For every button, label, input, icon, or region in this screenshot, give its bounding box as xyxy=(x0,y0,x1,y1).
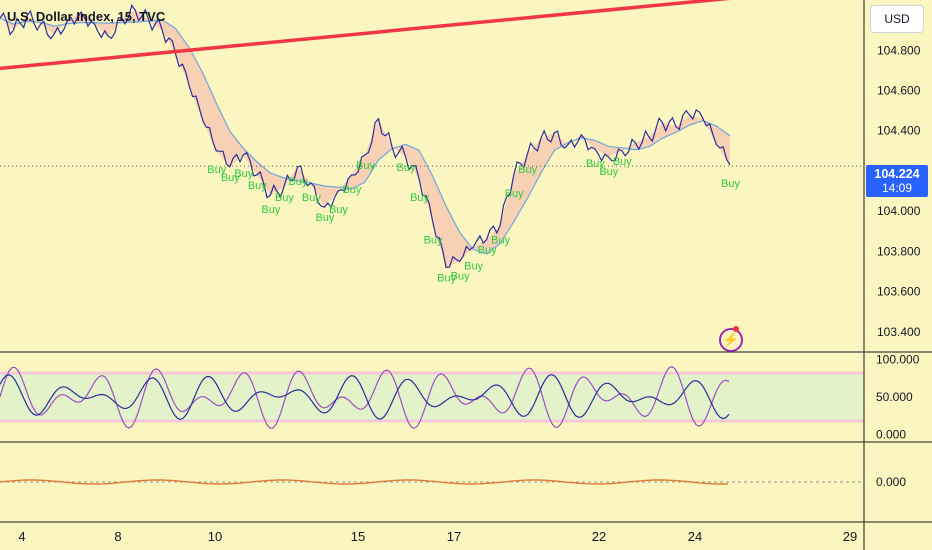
price-axis-tick: 104.000 xyxy=(877,204,921,218)
bar-countdown: 14:09 xyxy=(881,181,913,195)
buy-signal-label: Buy xyxy=(613,156,632,168)
buy-signal-label: Buy xyxy=(599,166,618,178)
buy-signal-label: Buy xyxy=(397,162,416,174)
macd-line xyxy=(0,479,729,485)
trendline xyxy=(0,0,731,71)
macd-axis-tick: 0.000 xyxy=(876,475,906,489)
buy-signal-label: Buy xyxy=(505,188,524,200)
currency-scale-button[interactable]: USD xyxy=(870,5,924,33)
buy-signal-label: Buy xyxy=(329,204,348,216)
oversold-band xyxy=(0,419,864,423)
price-axis-tick: 104.800 xyxy=(877,43,921,57)
time-axis-tick: 29 xyxy=(843,529,857,544)
price-axis-tick: 103.400 xyxy=(877,325,921,339)
time-axis-tick: 8 xyxy=(114,529,121,544)
price-axis-tick: 103.600 xyxy=(877,285,921,299)
overbought-band xyxy=(0,371,864,375)
buy-signal-label: Buy xyxy=(478,244,497,256)
oscillator-pane xyxy=(0,365,864,429)
buy-signal-label: Buy xyxy=(451,270,470,282)
price-axis-tick: 104.600 xyxy=(877,84,921,98)
last-price-value: 104.224 xyxy=(874,167,920,181)
price-line xyxy=(0,4,731,269)
time-axis-tick: 15 xyxy=(351,529,365,544)
buy-signal-label: Buy xyxy=(356,160,375,172)
notification-dot xyxy=(733,326,739,332)
buy-signal-label: Buy xyxy=(302,192,321,204)
oscillator-slow-line xyxy=(0,365,730,429)
buy-signal-label: Buy xyxy=(491,234,510,246)
buy-signal-label: Buy xyxy=(464,260,483,272)
lightning-bolt-icon[interactable]: ⚡ xyxy=(719,328,743,352)
oscillator-axis-tick: 50.000 xyxy=(876,390,913,404)
last-price-tag: 104.224 14:09 xyxy=(866,165,928,197)
oscillator-axis-tick: 0.000 xyxy=(876,428,906,442)
buy-signal-label: Buy xyxy=(261,204,280,216)
time-axis-tick: 4 xyxy=(18,529,25,544)
buy-signal-label: Buy xyxy=(221,172,240,184)
oscillator-axis-tick: 100.000 xyxy=(876,353,920,367)
time-axis-tick: 22 xyxy=(592,529,606,544)
buy-signal-label: Buy xyxy=(437,273,456,285)
time-axis-tick: 17 xyxy=(447,529,461,544)
oscillator-band xyxy=(0,374,864,420)
buy-signal-label: Buy xyxy=(248,180,267,192)
buy-signal-label: Buy xyxy=(518,164,537,176)
buy-signal-label: Buy xyxy=(424,234,443,246)
macd-pane xyxy=(0,479,864,485)
buy-signal-label: Buy xyxy=(721,178,740,190)
time-axis-tick: 10 xyxy=(208,529,222,544)
buy-signal-label: Buy xyxy=(207,164,226,176)
time-axis-tick: 24 xyxy=(688,529,702,544)
buy-signal-label: Buy xyxy=(288,176,307,188)
moving-average-line xyxy=(0,17,731,255)
buy-signal-label: Buy xyxy=(275,192,294,204)
buy-signal-label: Buy xyxy=(234,168,253,180)
ma-ribbon xyxy=(0,10,730,268)
price-axis-tick: 104.400 xyxy=(877,124,921,138)
buy-signal-label: Buy xyxy=(315,212,334,224)
chart-title: U.S. Dollar Index, 15, TVC xyxy=(7,9,166,24)
oscillator-fast-line xyxy=(0,373,730,421)
buy-signal-label: Buy xyxy=(586,158,605,170)
price-axis-tick: 103.800 xyxy=(877,244,921,258)
buy-signal-label: Buy xyxy=(342,184,361,196)
buy-signal-label: Buy xyxy=(410,192,429,204)
